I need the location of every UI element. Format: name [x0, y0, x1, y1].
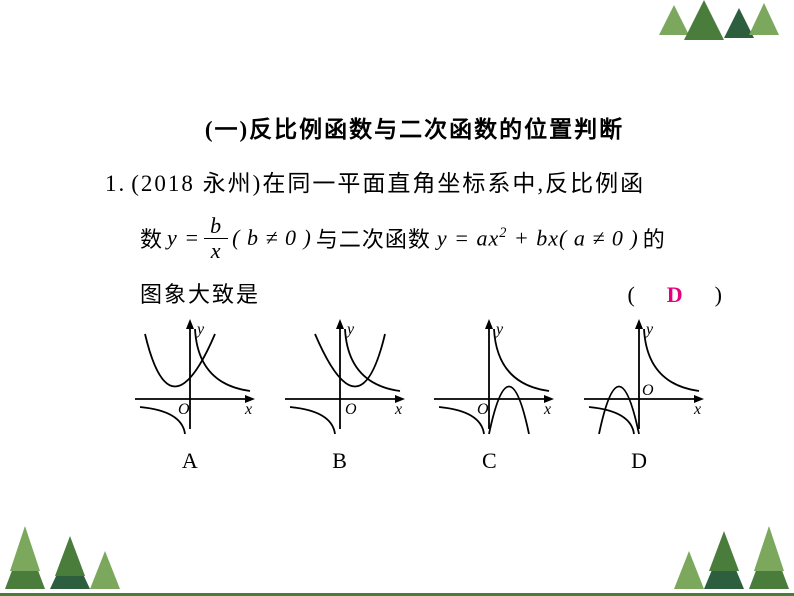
formula2: y = ax2 + bx( a ≠ 0 ): [437, 225, 639, 251]
svg-text:x: x: [394, 401, 402, 418]
problem-text1: 在同一平面直角坐标系中,反比例函: [262, 171, 645, 196]
svg-text:y: y: [644, 321, 654, 338]
svg-text:O: O: [178, 401, 190, 418]
graph-b: y x O B: [270, 319, 410, 474]
problem-line1: 1.(2018 永州)在同一平面直角坐标系中,反比例函: [105, 162, 724, 206]
line3-text: 图象大致是: [105, 277, 260, 309]
graph-d-label: D: [569, 448, 709, 474]
graph-c-label: C: [419, 448, 559, 474]
line2-prefix: 数: [140, 222, 163, 254]
svg-text:x: x: [543, 401, 551, 418]
svg-text:x: x: [244, 401, 252, 418]
svg-text:y: y: [195, 321, 205, 338]
answer-letter: D: [667, 282, 685, 307]
graph-b-label: B: [270, 448, 410, 474]
bottom-left-trees: [0, 521, 130, 596]
graph-d: y x O D: [569, 319, 709, 474]
problem-source: (2018 永州): [131, 171, 262, 196]
svg-text:O: O: [642, 382, 654, 399]
svg-text:O: O: [477, 401, 489, 418]
formula1-lhs: y =: [167, 225, 200, 251]
answer-paren: ( D ): [627, 277, 724, 309]
fraction-num: b: [204, 214, 228, 239]
svg-text:y: y: [494, 321, 504, 338]
graph-a-label: A: [120, 448, 260, 474]
svg-text:O: O: [345, 401, 357, 418]
formula-line: 数 y = b x ( b ≠ 0 ) 与二次函数 y = ax2 + bx( …: [105, 214, 724, 263]
line2-mid: 与二次函数: [316, 222, 431, 254]
problem-number: 1.: [105, 171, 126, 196]
fraction-den: x: [205, 239, 228, 263]
answer-line: 图象大致是 ( D ): [105, 277, 724, 309]
svg-text:x: x: [693, 401, 701, 418]
content-area: (一)反比例函数与二次函数的位置判断 1.(2018 永州)在同一平面直角坐标系…: [105, 110, 724, 474]
top-decoration: [659, 0, 779, 55]
graph-a: y x O A: [120, 319, 260, 474]
formula1-cond: ( b ≠ 0 ): [232, 225, 312, 251]
section-title: (一)反比例函数与二次函数的位置判断: [105, 110, 724, 144]
graphs-row: y x O A y x O: [105, 319, 724, 474]
line2-suffix: 的: [643, 222, 666, 254]
bottom-right-trees: [664, 521, 794, 596]
fraction: b x: [204, 214, 228, 263]
graph-c: y x O C: [419, 319, 559, 474]
svg-text:y: y: [345, 321, 355, 338]
